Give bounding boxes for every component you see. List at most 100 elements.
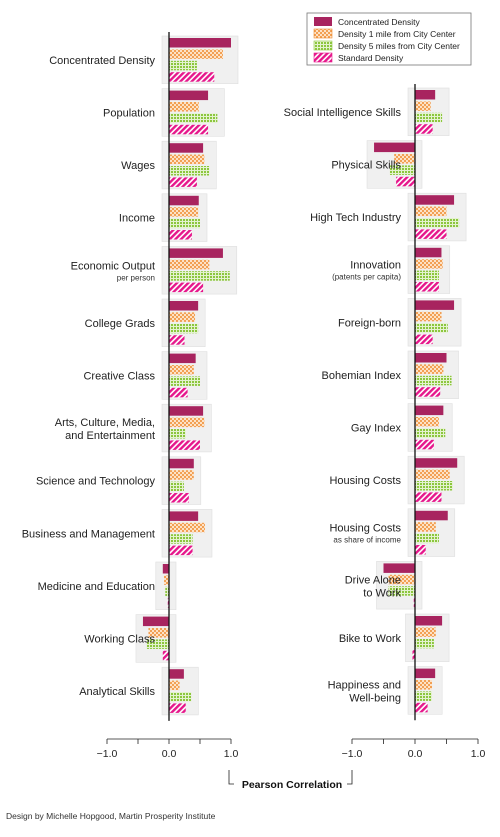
bar	[169, 166, 210, 176]
bar	[415, 510, 448, 521]
bar	[169, 60, 197, 71]
bar	[415, 439, 434, 450]
category-label: Income	[119, 213, 155, 225]
category-label: Working Class	[84, 633, 155, 645]
bar	[415, 259, 443, 269]
bar	[169, 692, 192, 702]
category-label: Physical Skills	[331, 159, 401, 171]
bar	[415, 364, 444, 374]
bar	[415, 300, 455, 310]
bar	[415, 458, 458, 468]
bar	[415, 428, 446, 438]
bar	[415, 387, 441, 397]
tick-label: −1.0	[97, 748, 118, 760]
bar	[169, 154, 205, 165]
category-label: Economic Output	[71, 260, 155, 272]
category-sublabel: (patents per capita)	[332, 273, 401, 282]
bracket-left	[228, 770, 234, 785]
legend: Concentrated Density Density 1 mile from …	[306, 12, 472, 66]
bar	[394, 154, 415, 164]
bar	[169, 417, 205, 428]
bar	[169, 143, 204, 153]
bar	[169, 230, 192, 240]
bar	[415, 353, 447, 363]
x-axis-1: −1.0 0.0 1.0	[97, 738, 238, 760]
legend-swatch	[314, 17, 332, 26]
bar	[169, 113, 218, 123]
bar	[169, 353, 196, 364]
bar	[169, 376, 200, 386]
bar	[415, 469, 450, 480]
category-label: Medicine and Education	[38, 581, 155, 593]
bar	[169, 669, 184, 679]
bar	[169, 458, 194, 469]
bar	[374, 142, 415, 153]
bar	[169, 470, 194, 480]
bar	[415, 691, 433, 701]
bar	[142, 616, 169, 627]
bar	[415, 627, 436, 637]
bar	[383, 563, 415, 573]
bar	[169, 493, 189, 503]
bar	[415, 375, 452, 386]
bar	[169, 429, 186, 439]
bar	[415, 616, 443, 626]
bar	[388, 574, 415, 585]
category-label: Housing Costs	[329, 475, 401, 487]
category-label: Business and Management	[22, 528, 155, 540]
category-sublabel: per person	[117, 273, 155, 282]
category-label: Concentrated Density	[49, 55, 155, 67]
category-sublabel: as share of income	[333, 536, 401, 545]
bar	[415, 668, 436, 679]
bar	[169, 177, 197, 187]
legend-label: Density 5 miles from City Center	[338, 41, 460, 51]
category-label: Drive Alone	[345, 574, 401, 586]
bar	[169, 38, 231, 48]
category-label: Social Intelligence Skills	[284, 107, 402, 119]
bar	[169, 124, 209, 135]
legend-swatch	[313, 40, 333, 51]
bar	[165, 586, 169, 597]
bar	[146, 639, 169, 649]
category-label: Innovation	[350, 260, 401, 272]
tick-label: 1.0	[471, 748, 486, 760]
category-label: Gay Index	[351, 422, 402, 434]
category-label: Arts, Culture, Media,	[55, 417, 155, 429]
bar	[415, 334, 433, 345]
category-label: Happiness and	[328, 679, 401, 691]
x-axes: −1.0 0.0 1.0 −1.0 0.0 1.0 Pearson Correlation	[97, 738, 486, 791]
bar	[169, 406, 204, 416]
bar	[169, 259, 210, 270]
x-axis-2: −1.0 0.0 1.0	[342, 738, 486, 760]
bar	[169, 218, 200, 229]
bar	[415, 311, 442, 322]
bar	[169, 387, 188, 398]
bar	[415, 282, 439, 292]
bar	[169, 511, 199, 521]
tick-label: −1.0	[342, 748, 363, 760]
category-label: Analytical Skills	[79, 686, 155, 698]
tick-label: 0.0	[408, 748, 423, 760]
panel-2: Social Intelligence Skills Physical Skill…	[284, 84, 467, 721]
bar	[162, 650, 169, 661]
bar	[415, 533, 439, 544]
bar	[169, 49, 223, 59]
bar	[169, 323, 199, 334]
bar	[169, 365, 194, 375]
x-axis-label: Pearson Correlation	[242, 779, 342, 791]
bar	[415, 481, 453, 491]
bar	[389, 165, 415, 175]
category-label-line2: Well-being	[349, 692, 401, 704]
bar	[169, 680, 180, 691]
bar	[396, 176, 415, 187]
category-label: Science and Technology	[36, 476, 156, 488]
category-label-line2: and Entertainment	[65, 430, 155, 442]
bar	[415, 323, 448, 333]
bar	[169, 481, 184, 492]
bar	[169, 312, 196, 322]
bar	[415, 680, 433, 690]
bar	[415, 270, 439, 281]
bar	[415, 492, 442, 502]
bar	[415, 405, 444, 416]
bar	[169, 195, 199, 206]
